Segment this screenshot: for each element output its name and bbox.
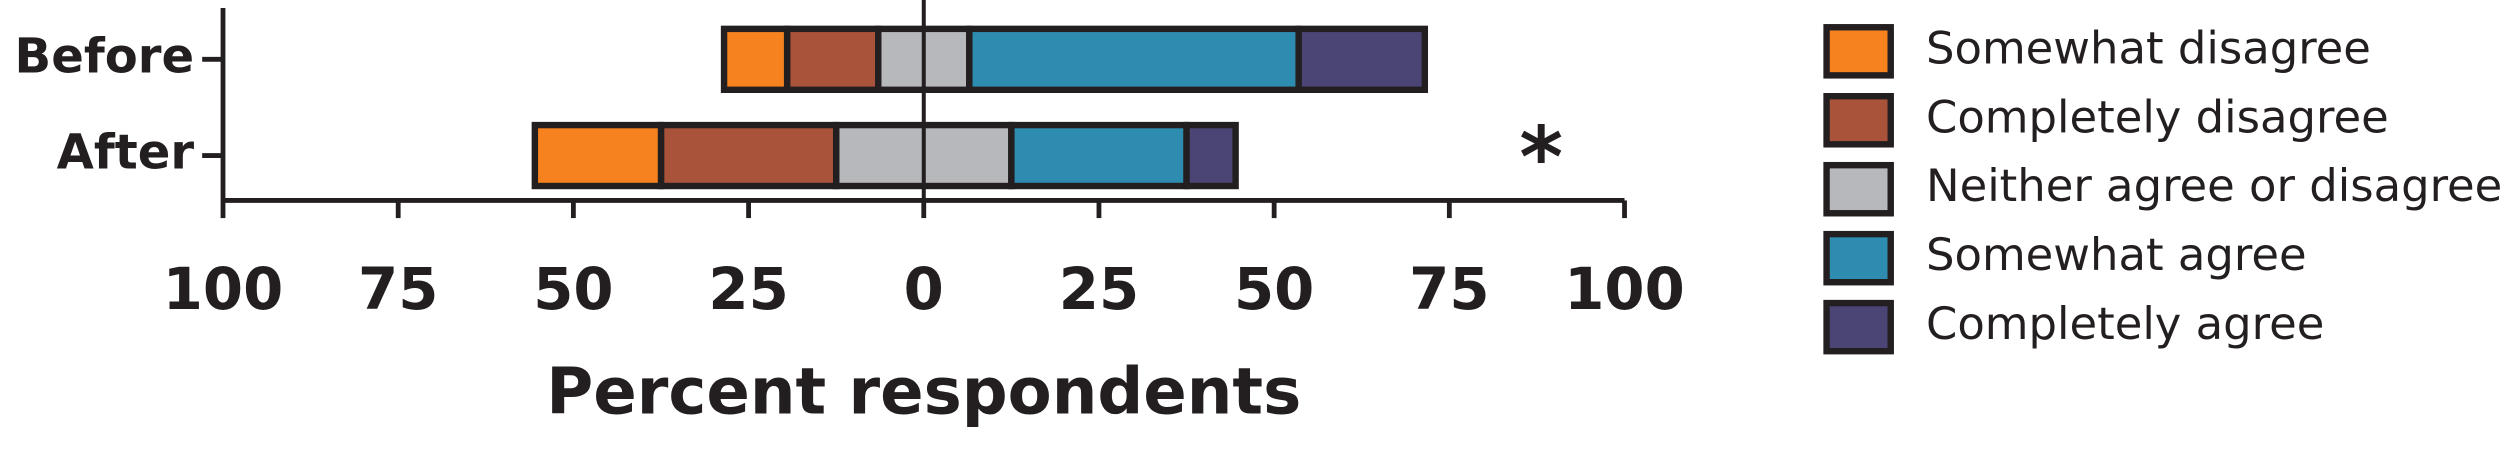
- legend-swatch: [1823, 299, 1894, 355]
- x-tick-label: 75: [358, 255, 438, 323]
- x-tick-label: 50: [533, 255, 613, 323]
- bar-segment: [657, 121, 840, 190]
- y-tick-label: After: [57, 125, 195, 181]
- x-tick-label: 100: [163, 255, 283, 323]
- bar-segment: [531, 121, 665, 190]
- x-tick-label: 100: [1564, 255, 1684, 323]
- legend-label: Neither agree or disagree: [1926, 159, 2502, 212]
- x-axis-title: Percent respondents: [546, 355, 1301, 430]
- legend-swatch: [1823, 93, 1894, 148]
- legend-label: Completely disagree: [1926, 90, 2389, 143]
- legend-swatch: [1823, 161, 1894, 217]
- legend-label: Somewhat disagree: [1926, 21, 2371, 74]
- bar-segment: [1295, 25, 1429, 94]
- x-tick-label: 0: [904, 255, 944, 323]
- x-tick-label: 50: [1234, 255, 1314, 323]
- y-tick-label: Before: [15, 28, 195, 84]
- bar-segment: [1008, 121, 1190, 190]
- x-tick-label: 75: [1409, 255, 1489, 323]
- x-tick-label: 25: [1059, 255, 1139, 323]
- legend-label: Completely agree: [1926, 297, 2324, 350]
- x-tick-label: 25: [708, 255, 788, 323]
- legend-swatch: [1823, 24, 1894, 79]
- bar-segment: [783, 25, 882, 94]
- annotation: *: [1519, 110, 1563, 207]
- bar-segment: [720, 25, 791, 94]
- legend-label: Somewhat agree: [1926, 228, 2307, 281]
- bar-segment: [1183, 121, 1239, 190]
- bar-segment: [966, 25, 1302, 94]
- legend-swatch: [1823, 230, 1894, 286]
